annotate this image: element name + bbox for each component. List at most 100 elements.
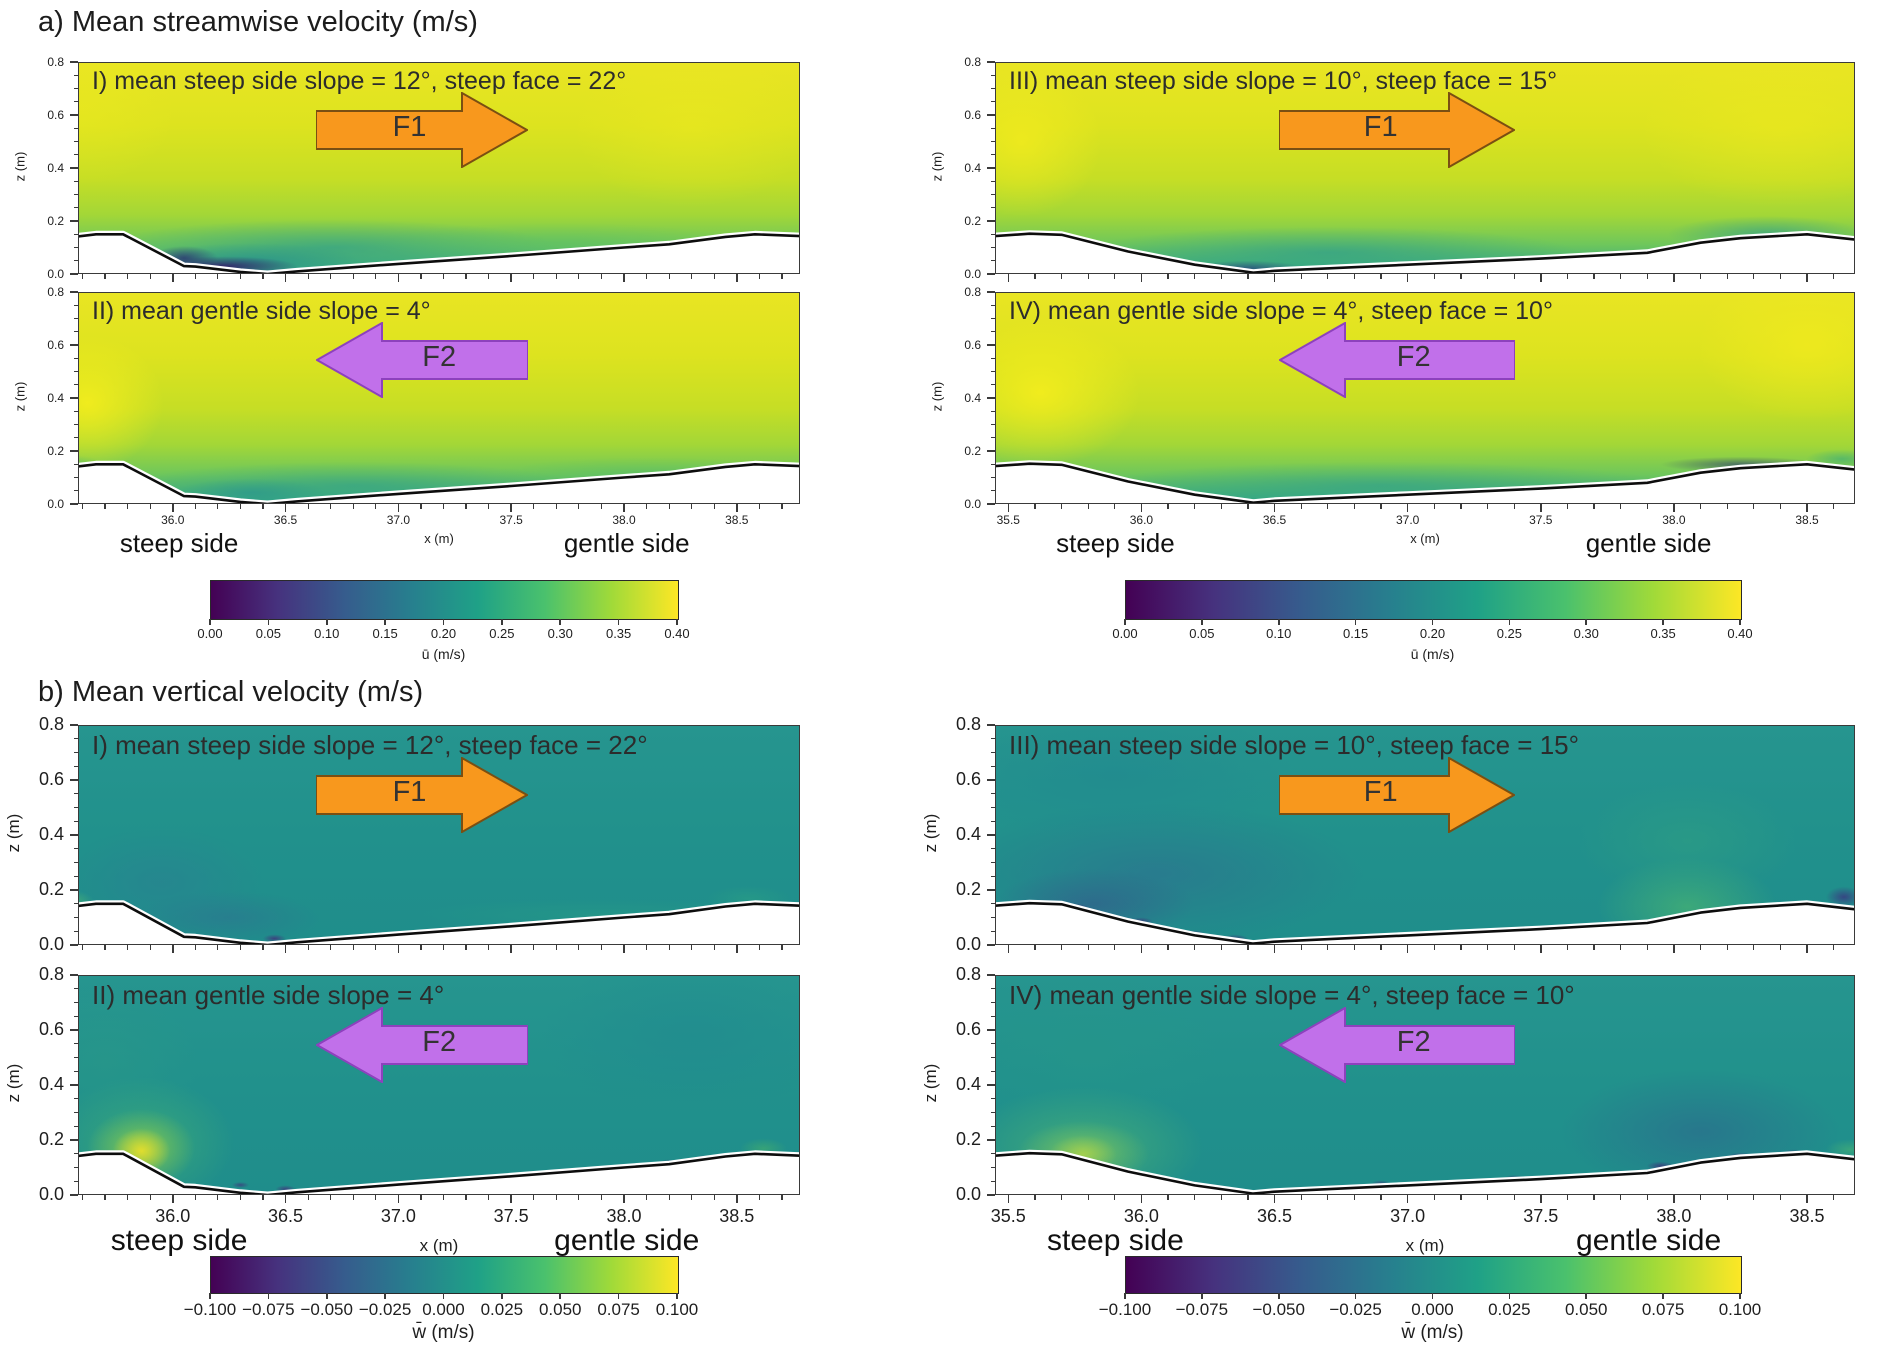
y-major-tick [987, 220, 995, 222]
x-major-tick [736, 274, 738, 282]
y-tick-label: 0.8 [47, 284, 64, 299]
x-minor-tick [194, 274, 196, 279]
x-minor-tick [555, 274, 557, 279]
x-minor-tick [1486, 504, 1489, 509]
y-minor-tick [990, 207, 995, 209]
y-tick-label: 0.8 [955, 963, 981, 984]
colorbar-tick [1431, 1293, 1434, 1299]
x-major-tick [1673, 945, 1675, 953]
y-minor-tick [73, 437, 78, 439]
x-major-tick [1806, 274, 1808, 282]
x-major-tick [1540, 945, 1542, 953]
y-minor-tick [990, 1180, 995, 1182]
x-minor-tick [1486, 1195, 1489, 1200]
x-major-tick [1140, 1195, 1143, 1203]
x-minor-tick [1327, 274, 1329, 279]
colorbar-tick-label: 0.40 [1727, 626, 1753, 641]
x-minor-tick [1460, 1195, 1462, 1200]
x-major-tick [736, 504, 738, 512]
y-major-tick [987, 167, 995, 169]
x-minor-tick [352, 274, 354, 279]
x-minor-tick [1353, 945, 1356, 950]
colorbar-tick [1585, 1293, 1588, 1299]
x-major-tick [284, 945, 287, 953]
y-tick-label: 0.0 [955, 1183, 981, 1204]
y-tick-label: 0.0 [964, 266, 981, 281]
x-minor-tick [1779, 504, 1782, 509]
y-tick-label: 0.2 [955, 878, 981, 899]
y-major-tick [70, 291, 78, 293]
x-minor-tick [1753, 1195, 1755, 1200]
y-minor-tick [990, 370, 995, 373]
x-minor-tick [465, 1195, 467, 1200]
bed-profile [995, 899, 1855, 945]
x-minor-tick [442, 945, 445, 950]
z-axis-label: z (m) [929, 381, 945, 412]
colorbar-tick [384, 1293, 386, 1299]
y-tick-label: 0.2 [38, 878, 64, 899]
colorbar-tick-label: 0.15 [372, 626, 398, 641]
x-minor-tick [1087, 945, 1089, 950]
x-minor-tick [488, 1195, 490, 1200]
x-minor-tick [555, 945, 557, 950]
x-minor-tick [1460, 945, 1462, 950]
y-tick-label: 0.2 [964, 443, 981, 458]
x-tick-label: 35.5 [990, 1206, 1026, 1226]
colorbar-tick-label: 0.10 [1266, 626, 1292, 641]
y-major-tick [70, 397, 78, 399]
x-minor-tick [1247, 945, 1249, 950]
y-minor-tick [73, 903, 78, 905]
colorbar-tick [209, 619, 211, 625]
x-minor-tick [442, 504, 445, 509]
x-minor-tick [578, 1195, 580, 1200]
y-minor-tick [73, 233, 78, 235]
x-minor-tick [127, 504, 129, 509]
x-minor-tick [81, 945, 84, 950]
x-minor-tick [1620, 504, 1622, 509]
x-minor-tick [1833, 274, 1835, 279]
x-minor-tick [1167, 274, 1169, 279]
y-tick-label: 0.2 [47, 443, 64, 458]
x-minor-tick [1433, 274, 1435, 279]
x-major-tick [1406, 1195, 1409, 1203]
colorbar-label: ū (m/s) [421, 646, 466, 662]
z-axis-label: z (m) [12, 381, 28, 412]
x-minor-tick [1566, 945, 1569, 950]
colorbar-tick [1201, 619, 1203, 625]
colorbar-label: w̄ (m/s) [412, 1322, 475, 1343]
colorbar-tick [384, 619, 386, 625]
y-minor-tick [990, 180, 995, 182]
x-minor-tick [1300, 274, 1302, 279]
y-tick-label: 0.0 [47, 266, 64, 281]
left-arrow-icon [1277, 321, 1516, 399]
x-tick-label: 38.5 [725, 513, 749, 527]
x-major-tick [1406, 274, 1409, 282]
x-minor-tick [239, 274, 242, 279]
y-minor-tick [73, 127, 78, 129]
x-minor-tick [713, 274, 715, 279]
y-major-tick [70, 273, 78, 275]
panel-a-II: II) mean gentle side slope = 4° F2 [78, 292, 800, 504]
y-minor-tick [73, 848, 78, 850]
x-major-tick [1273, 504, 1276, 512]
x-minor-tick [1646, 504, 1648, 509]
colorbar-tick-label: −0.025 [358, 1300, 412, 1319]
x-minor-tick [1753, 945, 1755, 950]
x-minor-tick [352, 945, 354, 950]
y-minor-tick [990, 463, 995, 465]
x-minor-tick [1060, 504, 1063, 509]
x-minor-tick [1380, 945, 1382, 950]
x-major-tick [1673, 1195, 1675, 1203]
x-major-tick [1273, 274, 1276, 282]
y-minor-tick [73, 1098, 78, 1100]
panel-title: III) mean steep side slope = 10°, steep … [1009, 67, 1558, 95]
y-minor-tick [990, 793, 995, 795]
y-tick-label: 0.4 [964, 390, 981, 405]
x-minor-tick [1593, 1195, 1595, 1200]
x-tick-label: 38.0 [1662, 513, 1686, 527]
x-minor-tick [758, 274, 760, 279]
x-major-tick [1140, 274, 1143, 282]
x-minor-tick [1194, 1195, 1196, 1200]
x-major-tick [1007, 945, 1010, 953]
x-minor-tick [1513, 945, 1515, 950]
